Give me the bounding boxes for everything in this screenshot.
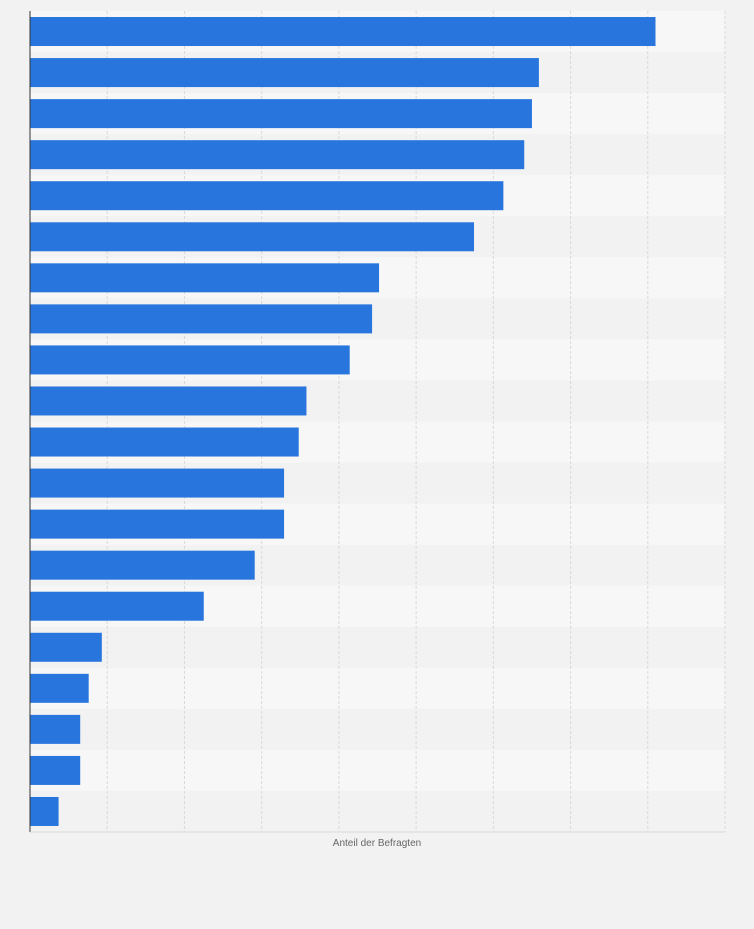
bar-20: [30, 796, 59, 826]
bar-18: [30, 714, 81, 744]
bar-5: [30, 181, 504, 211]
bar-2: [30, 58, 539, 88]
bar-14: [30, 550, 255, 580]
row-band: [30, 626, 725, 668]
bar-7: [30, 263, 380, 293]
bar-8: [30, 304, 373, 334]
bar-15: [30, 591, 204, 621]
bar-6: [30, 222, 475, 252]
bar-3: [30, 99, 532, 129]
bar-1: [30, 17, 656, 47]
bar-9: [30, 345, 350, 375]
bar-4: [30, 140, 525, 170]
bar-13: [30, 509, 285, 539]
row-band: [30, 708, 725, 750]
bar-16: [30, 632, 102, 662]
bar-12: [30, 468, 285, 498]
bar-17: [30, 673, 89, 703]
bar-10: [30, 386, 307, 416]
x-axis-title: Anteil der Befragten: [332, 838, 422, 849]
bar-11: [30, 427, 299, 457]
row-band: [30, 790, 725, 832]
bar-19: [30, 755, 81, 785]
